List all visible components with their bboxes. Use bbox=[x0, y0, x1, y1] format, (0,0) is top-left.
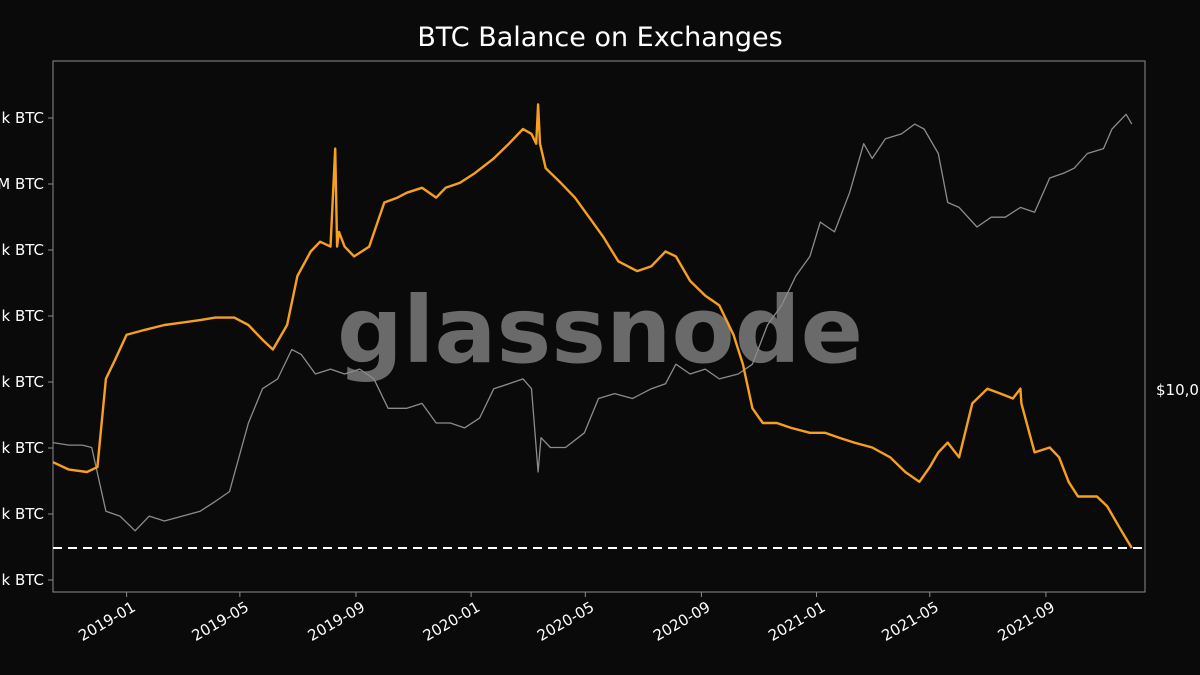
price-line bbox=[52, 113, 1133, 532]
y-tick-label: k BTC bbox=[1, 571, 44, 589]
y-tick-label: k BTC bbox=[1, 307, 44, 325]
balance-line bbox=[52, 103, 1133, 549]
y-tick-label: k BTC bbox=[1, 373, 44, 391]
y-tick-label: k BTC bbox=[1, 109, 44, 127]
y-tick-label: M BTC bbox=[0, 175, 44, 193]
y-tick-right: $10,0 bbox=[1156, 381, 1199, 399]
y-tick-label: k BTC bbox=[1, 241, 44, 259]
plot-frame bbox=[52, 60, 1146, 593]
series-layer bbox=[52, 103, 1133, 549]
chart-title: BTC Balance on Exchanges bbox=[417, 22, 782, 53]
y-tick-label: k BTC bbox=[1, 505, 44, 523]
y-tick-label: k BTC bbox=[1, 439, 44, 457]
y-axis-left: k BTC M BTC k BTC k BTC k BTC k BTC k BTC k BTC bbox=[0, 109, 53, 589]
watermark: glassnode bbox=[337, 277, 863, 384]
